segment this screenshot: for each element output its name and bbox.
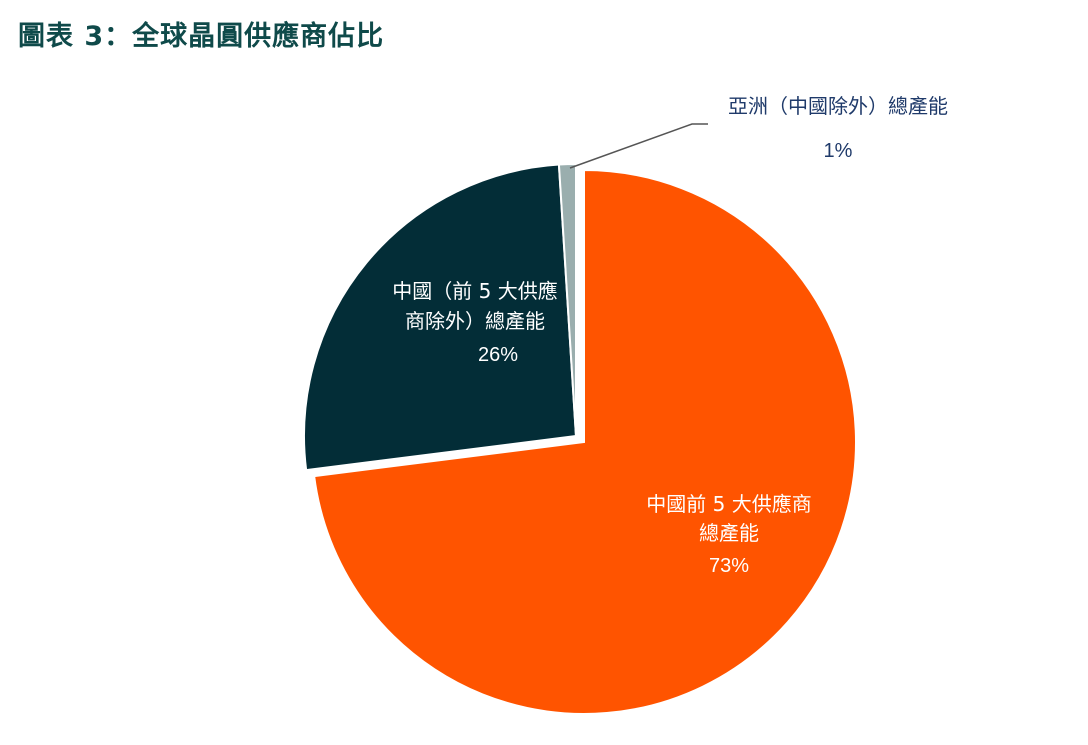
pct-asia-ex-china: 1% — [824, 140, 853, 162]
pct-china-top5: 73% — [709, 555, 749, 577]
label-china-top5-line2: 總產能 — [699, 521, 759, 545]
slice-china-top5-wedge — [313, 168, 857, 715]
slice-china-top5[interactable] — [313, 168, 857, 715]
slice-china-other[interactable] — [303, 163, 578, 472]
chart-title: 圖表 3：全球晶圓供應商佔比 — [18, 21, 385, 52]
label-china-other-line1: 中國（前 5 大供應 — [392, 279, 557, 303]
slice-asia-ex-china[interactable] — [557, 162, 577, 437]
label-asia-ex-china: 亞洲（中國除外）總產能 — [728, 94, 948, 118]
slice-asia-ex-china-wedge — [557, 162, 577, 437]
label-china-other-line2: 商除外）總產能 — [405, 309, 545, 333]
leader-line — [569, 123, 708, 169]
label-china-top5-line1: 中國前 5 大供應商 — [646, 492, 811, 516]
slice-china-other-wedge — [303, 163, 578, 472]
pct-china-other: 26% — [478, 344, 518, 366]
